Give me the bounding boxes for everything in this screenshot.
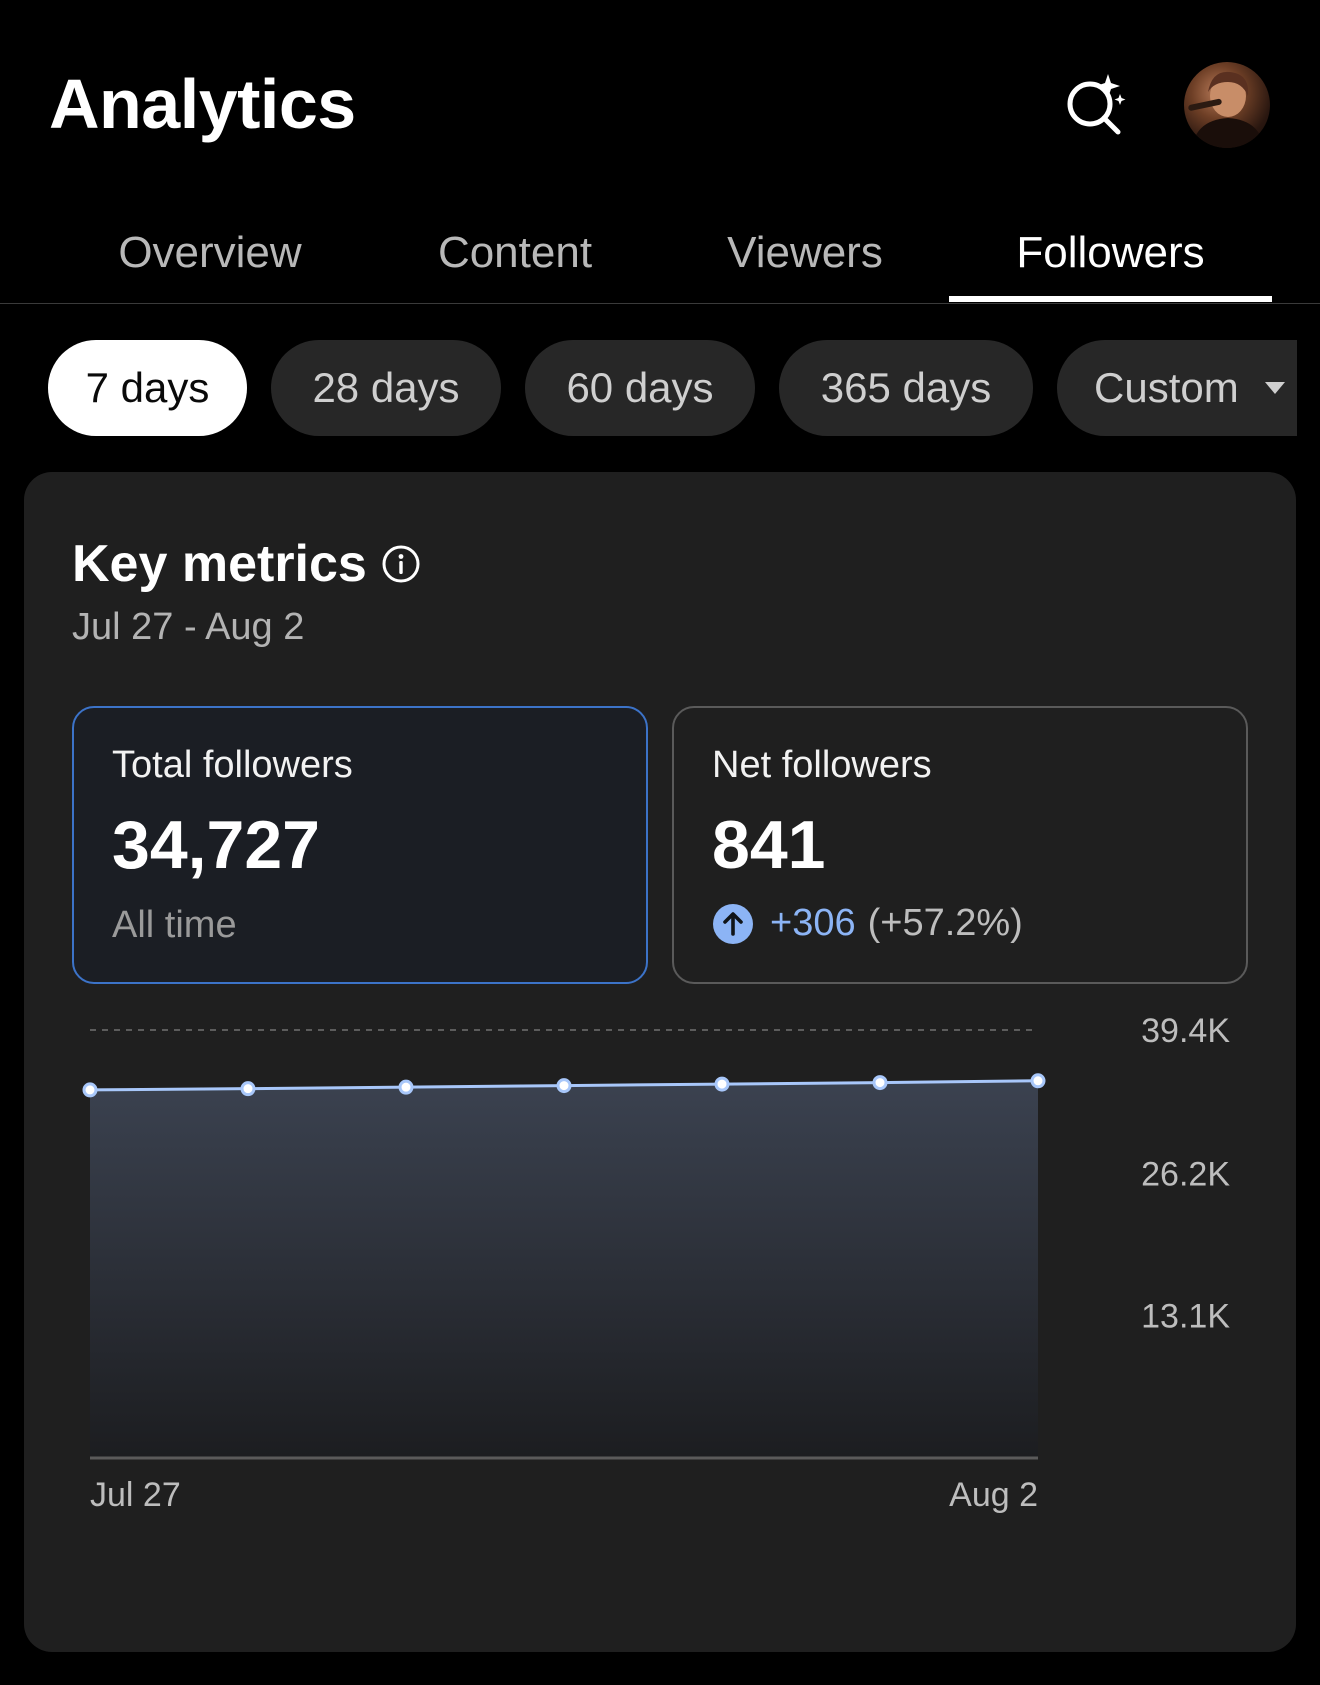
- data-point[interactable]: [240, 1081, 256, 1097]
- metric-label: Net followers: [712, 744, 932, 786]
- metric-subtext: All time: [112, 904, 237, 946]
- app-header: Analytics: [0, 0, 1320, 200]
- tab-bar: Overview Content Viewers Followers: [0, 200, 1320, 304]
- tab-viewers[interactable]: Viewers: [727, 228, 883, 277]
- delta-percent: (+57.2%): [867, 902, 1023, 944]
- data-point[interactable]: [398, 1079, 414, 1095]
- date-range-label: Jul 27 - Aug 2: [72, 606, 305, 648]
- range-chip-28-days[interactable]: 28 days: [271, 340, 501, 436]
- metric-delta: +306 (+57.2%): [712, 902, 1023, 945]
- info-icon[interactable]: [381, 544, 421, 584]
- chevron-down-icon: [1264, 382, 1285, 394]
- profile-avatar-icon: [1188, 71, 1264, 148]
- data-point[interactable]: [556, 1078, 572, 1094]
- key-metrics-title: Key metrics: [72, 535, 367, 593]
- range-chip-365-days[interactable]: 365 days: [779, 340, 1033, 436]
- avatar[interactable]: [1184, 62, 1270, 148]
- tab-overview[interactable]: Overview: [118, 228, 302, 277]
- metric-value: 34,727: [112, 807, 320, 883]
- tab-content[interactable]: Content: [437, 228, 593, 277]
- metric-value: 841: [712, 807, 826, 883]
- net-followers-card[interactable]: Net followers 841 +306 (+57.2%): [672, 706, 1248, 984]
- metric-label: Total followers: [112, 744, 353, 786]
- x-tick-label: Jul 27: [90, 1476, 181, 1514]
- data-point[interactable]: [82, 1082, 98, 1098]
- ai-search-button[interactable]: [1060, 68, 1130, 138]
- data-point[interactable]: [714, 1076, 730, 1092]
- y-tick-label: 39.4K: [1141, 1012, 1230, 1050]
- data-point[interactable]: [1030, 1073, 1046, 1089]
- chart-area-fill: [90, 1080, 1038, 1458]
- delta-absolute: +306: [770, 902, 856, 944]
- data-point[interactable]: [872, 1075, 888, 1091]
- range-chip-custom-label: Custom: [1094, 364, 1239, 411]
- followers-chart: 13.1K 26.2K 39.4K Jul 27 Aug 2: [82, 1012, 1230, 1514]
- key-metrics-card: Key metrics Jul 27 - Aug 2 Total followe…: [24, 472, 1296, 1652]
- y-tick-label: 13.1K: [1141, 1298, 1230, 1336]
- page-title: Analytics: [49, 65, 356, 143]
- range-chip-60-days[interactable]: 60 days: [525, 340, 755, 436]
- active-tab-indicator: [949, 296, 1272, 302]
- range-chip-7-days[interactable]: 7 days: [48, 340, 247, 436]
- x-tick-label: Aug 2: [949, 1476, 1038, 1514]
- date-range-chips: 7 days 28 days 60 days 365 days Custom: [0, 340, 1320, 436]
- key-metrics-heading: Key metrics: [72, 534, 421, 594]
- arrow-up-circle-icon: [712, 903, 754, 945]
- y-tick-label: 26.2K: [1141, 1155, 1230, 1193]
- range-chip-custom[interactable]: Custom: [1057, 340, 1297, 436]
- total-followers-card[interactable]: Total followers 34,727 All time: [72, 706, 648, 984]
- tab-followers[interactable]: Followers: [1016, 228, 1205, 277]
- ai-search-sparkle-icon: [1067, 74, 1126, 135]
